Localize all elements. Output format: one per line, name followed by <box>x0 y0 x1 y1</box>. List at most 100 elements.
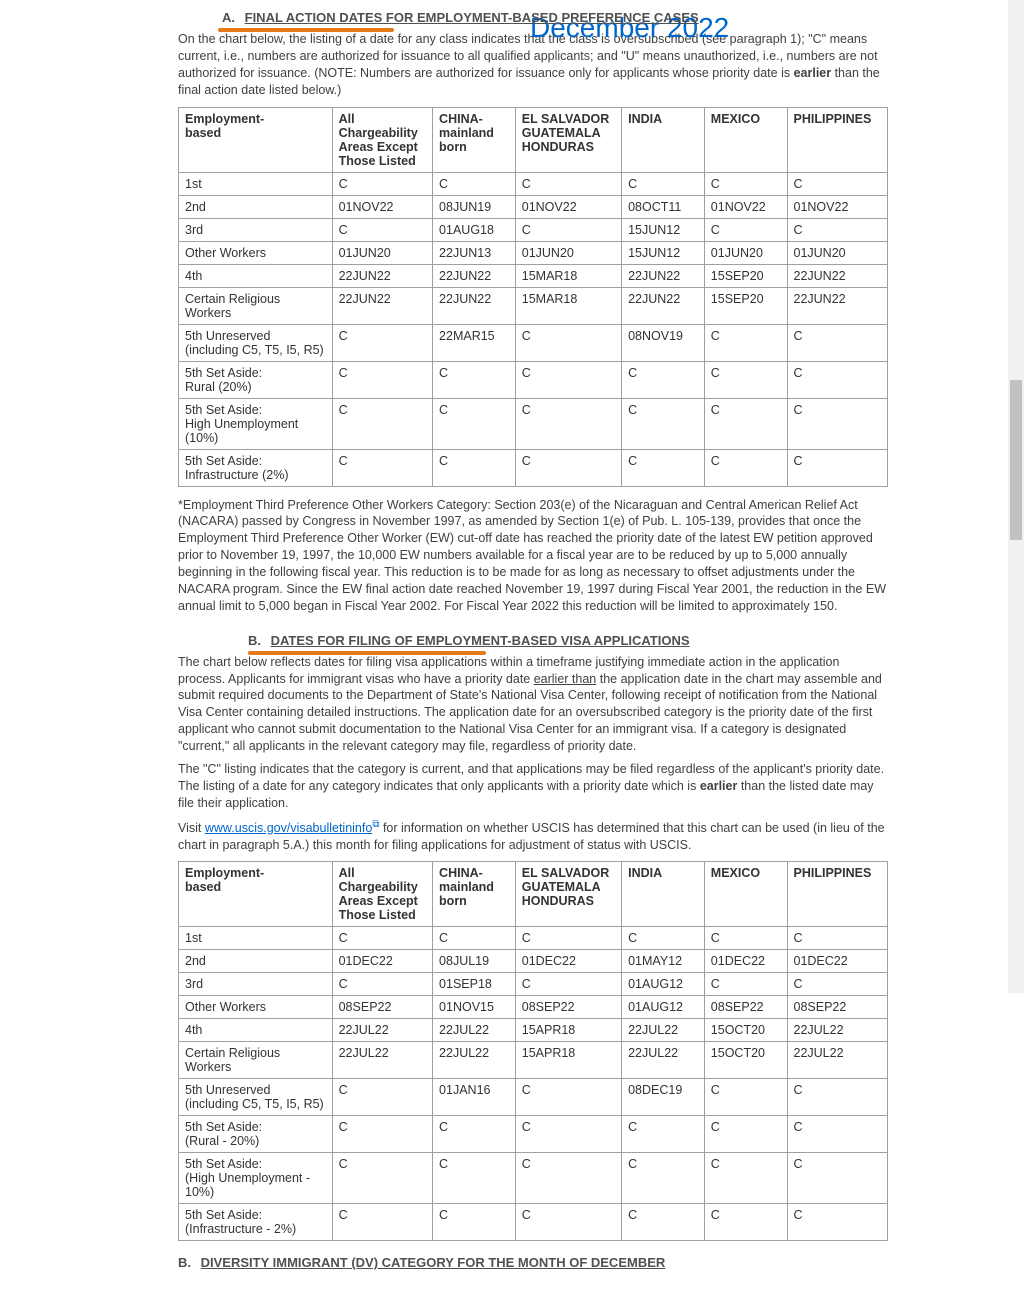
data-cell: C <box>704 1079 787 1116</box>
data-cell: C <box>515 973 621 996</box>
section-b-para1: The chart below reflects dates for filin… <box>178 654 888 755</box>
row-label-cell: 5th Set Aside: (High Unemployment - 10%) <box>179 1153 333 1204</box>
table-row: 2nd01NOV2208JUN1901NOV2208OCT1101NOV2201… <box>179 195 888 218</box>
scrollbar-thumb[interactable] <box>1010 380 1022 540</box>
data-cell: C <box>787 1204 888 1241</box>
data-cell: 01AUG12 <box>622 996 705 1019</box>
data-cell: C <box>433 449 516 486</box>
data-cell: 08NOV19 <box>622 324 705 361</box>
data-cell: 22JUL22 <box>787 1042 888 1079</box>
data-cell: C <box>622 927 705 950</box>
footnote-a: *Employment Third Preference Other Worke… <box>178 497 888 615</box>
final-action-table: Employment- basedAll Chargeability Areas… <box>178 107 888 487</box>
data-cell: 01DEC22 <box>332 950 432 973</box>
data-cell: 01AUG12 <box>622 973 705 996</box>
data-cell: C <box>515 1079 621 1116</box>
table-row: 3rdC01AUG18C15JUN12CC <box>179 218 888 241</box>
section-a-intro-bold: earlier <box>794 66 832 80</box>
data-cell: C <box>332 449 432 486</box>
row-label-cell: 2nd <box>179 950 333 973</box>
data-cell: C <box>433 1116 516 1153</box>
scrollbar-track[interactable] <box>1008 0 1024 993</box>
table-row: 1stCCCCCC <box>179 927 888 950</box>
section-c-letter: B. <box>178 1255 191 1270</box>
section-b-para3-pre: Visit <box>178 821 205 835</box>
data-cell: C <box>787 1116 888 1153</box>
data-cell: C <box>787 361 888 398</box>
section-a-intro-pre: On the chart below, the listing of a dat… <box>178 32 878 80</box>
data-cell: C <box>787 324 888 361</box>
data-cell: C <box>332 1153 432 1204</box>
data-cell: C <box>515 1116 621 1153</box>
data-cell: 22JUN22 <box>787 264 888 287</box>
table-header-cell: EL SALVADOR GUATEMALA HONDURAS <box>515 862 621 927</box>
table-row: 4th22JUN2222JUN2215MAR1822JUN2215SEP2022… <box>179 264 888 287</box>
table-header-cell: PHILIPPINES <box>787 107 888 172</box>
data-cell: C <box>704 218 787 241</box>
data-cell: 08SEP22 <box>787 996 888 1019</box>
table-row: 5th Set Aside: (Infrastructure - 2%)CCCC… <box>179 1204 888 1241</box>
table-header-cell: PHILIPPINES <box>787 862 888 927</box>
data-cell: C <box>787 218 888 241</box>
data-cell: C <box>704 398 787 449</box>
data-cell: 22JUN13 <box>433 241 516 264</box>
data-cell: C <box>622 1116 705 1153</box>
section-b-title: DATES FOR FILING OF EMPLOYMENT-BASED VIS… <box>271 633 690 648</box>
table-row: 5th Set Aside: (High Unemployment - 10%)… <box>179 1153 888 1204</box>
data-cell: C <box>787 1153 888 1204</box>
row-label-cell: 5th Set Aside: Infrastructure (2%) <box>179 449 333 486</box>
data-cell: C <box>515 398 621 449</box>
section-c-title: DIVERSITY IMMIGRANT (DV) CATEGORY FOR TH… <box>201 1255 666 1270</box>
data-cell: C <box>704 1116 787 1153</box>
table-header-cell: MEXICO <box>704 862 787 927</box>
table-header-cell: CHINA-mainland born <box>433 107 516 172</box>
table-row: 5th Set Aside: Rural (20%)CCCCCC <box>179 361 888 398</box>
section-b-para2-bold: earlier <box>700 779 738 793</box>
data-cell: 01NOV22 <box>515 195 621 218</box>
table-header-cell: Employment- based <box>179 107 333 172</box>
row-label-cell: 1st <box>179 172 333 195</box>
data-cell: 01AUG18 <box>433 218 516 241</box>
data-cell: 15SEP20 <box>704 264 787 287</box>
data-cell: C <box>787 449 888 486</box>
uscis-link[interactable]: www.uscis.gov/visabulletininfo <box>205 821 372 835</box>
data-cell: 01JUN20 <box>704 241 787 264</box>
data-cell: C <box>704 1204 787 1241</box>
data-cell: C <box>704 973 787 996</box>
data-cell: 01DEC22 <box>787 950 888 973</box>
data-cell: C <box>515 1204 621 1241</box>
table-header-cell: INDIA <box>622 862 705 927</box>
row-label-cell: 3rd <box>179 973 333 996</box>
data-cell: 22JUL22 <box>433 1019 516 1042</box>
data-cell: C <box>704 324 787 361</box>
data-cell: 22JUL22 <box>433 1042 516 1079</box>
row-label-cell: 1st <box>179 927 333 950</box>
data-cell: 22MAR15 <box>433 324 516 361</box>
data-cell: 22JUN22 <box>433 264 516 287</box>
content-column: A. FINAL ACTION DATES FOR EMPLOYMENT-BAS… <box>178 10 888 1270</box>
data-cell: 22JUL22 <box>622 1019 705 1042</box>
data-cell: 22JUN22 <box>332 287 432 324</box>
data-cell: 01JUN20 <box>332 241 432 264</box>
data-cell: C <box>515 927 621 950</box>
table-header-cell: Employment- based <box>179 862 333 927</box>
row-label-cell: 4th <box>179 264 333 287</box>
section-a-heading: A. FINAL ACTION DATES FOR EMPLOYMENT-BAS… <box>178 10 888 25</box>
data-cell: C <box>332 1116 432 1153</box>
table-row: Other Workers01JUN2022JUN1301JUN2015JUN1… <box>179 241 888 264</box>
data-cell: C <box>622 449 705 486</box>
data-cell: C <box>433 1204 516 1241</box>
table-header-cell: INDIA <box>622 107 705 172</box>
row-label-cell: Certain Religious Workers <box>179 1042 333 1079</box>
data-cell: 08JUL19 <box>433 950 516 973</box>
data-cell: 22JUN22 <box>787 287 888 324</box>
data-cell: C <box>787 172 888 195</box>
data-cell: C <box>332 1204 432 1241</box>
data-cell: 22JUN22 <box>332 264 432 287</box>
table-row: 5th Unreserved (including C5, T5, I5, R5… <box>179 1079 888 1116</box>
data-cell: C <box>704 172 787 195</box>
data-cell: C <box>433 398 516 449</box>
data-cell: 22JUL22 <box>622 1042 705 1079</box>
data-cell: 01NOV22 <box>704 195 787 218</box>
table-header-cell: EL SALVADOR GUATEMALA HONDURAS <box>515 107 621 172</box>
